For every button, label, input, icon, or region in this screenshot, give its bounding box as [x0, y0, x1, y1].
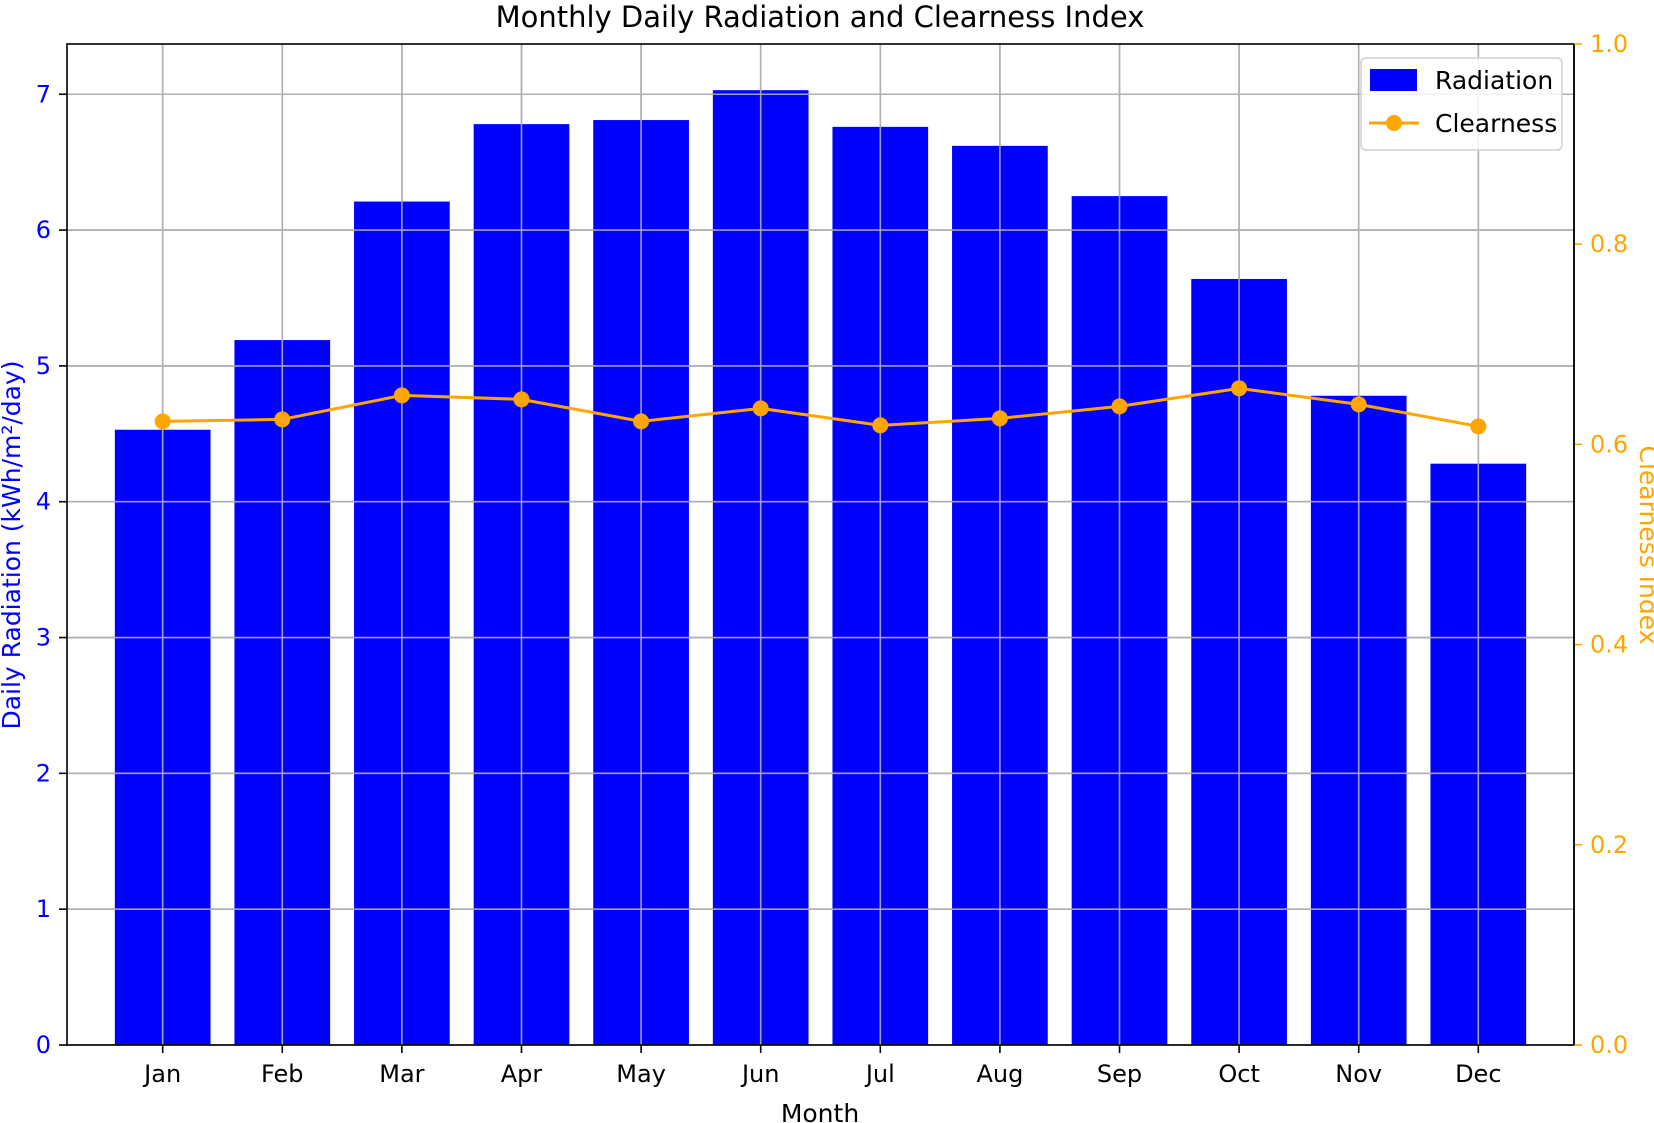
clearness-line: [154, 380, 1487, 435]
clearness-point: [752, 400, 769, 417]
chart-title: Monthly Daily Radiation and Clearness In…: [496, 0, 1145, 34]
y-right-tick-label: 0.2: [1590, 831, 1628, 859]
legend-bar-swatch: [1370, 69, 1417, 91]
clearness-point: [991, 410, 1008, 427]
x-tick-label: May: [616, 1060, 666, 1088]
legend-label-clearness: Clearness: [1435, 109, 1557, 138]
x-tick-label: Sep: [1097, 1060, 1142, 1088]
x-tick-label: Oct: [1218, 1060, 1260, 1088]
y-right-tick-label: 1.0: [1590, 30, 1628, 58]
legend-label-radiation: Radiation: [1435, 66, 1553, 95]
x-tick-label: Nov: [1335, 1060, 1382, 1088]
clearness-polyline: [162, 386, 1479, 428]
clearness-point: [154, 413, 171, 430]
legend-marker-swatch: [1386, 115, 1402, 131]
right-axis-label: Clearness Index: [1634, 446, 1654, 645]
clearness-point: [1350, 396, 1367, 413]
clearness-point: [513, 391, 530, 408]
clearness-point: [872, 417, 889, 434]
y-left-tick-label: 5: [36, 352, 51, 380]
clearness-point: [1111, 398, 1128, 415]
y-left-tick-label: 2: [36, 759, 51, 787]
y-right-tick-label: 0.4: [1590, 631, 1628, 659]
x-tick-label: Mar: [379, 1060, 424, 1088]
right-y-axis: 0.0 0.2 0.4 0.6 0.8 1.0: [1573, 30, 1628, 1059]
y-left-tick-label: 3: [36, 624, 51, 652]
x-tick-label: Feb: [261, 1060, 304, 1088]
x-tick-label: Aug: [976, 1060, 1023, 1088]
left-y-axis: 0 1 2 3 4 5 6 7: [36, 80, 67, 1059]
y-right-tick-label: 0.6: [1590, 430, 1628, 458]
x-axis-label: Month: [781, 1099, 859, 1123]
x-tick-label: Apr: [501, 1060, 543, 1088]
x-tick-label: Jul: [864, 1060, 895, 1088]
clearness-point: [633, 413, 650, 430]
y-left-tick-label: 6: [36, 216, 51, 244]
radiation-bars: [67, 44, 1574, 1046]
y-left-tick-label: 0: [36, 1031, 51, 1059]
clearness-point: [1231, 380, 1248, 397]
clearness-point: [393, 387, 410, 404]
legend: Radiation Clearness: [1360, 57, 1563, 151]
x-tick-label: Jan: [142, 1060, 181, 1088]
y-right-tick-label: 0.8: [1590, 230, 1628, 258]
y-right-tick-label: 0.0: [1590, 1031, 1628, 1059]
clearness-point: [274, 411, 291, 428]
y-left-tick-label: 7: [36, 80, 51, 108]
x-tick-label: Dec: [1455, 1060, 1501, 1088]
x-axis: Jan Feb Mar Apr May Jun Jul Aug Sep Oct Nov Dec: [142, 1045, 1502, 1088]
left-axis-label: Daily Radiation (kWh/m²/day): [0, 360, 26, 729]
x-tick-label: Jun: [740, 1060, 780, 1088]
clearness-point: [1470, 418, 1487, 435]
y-left-tick-label: 4: [36, 488, 51, 516]
y-left-tick-label: 1: [36, 895, 51, 923]
